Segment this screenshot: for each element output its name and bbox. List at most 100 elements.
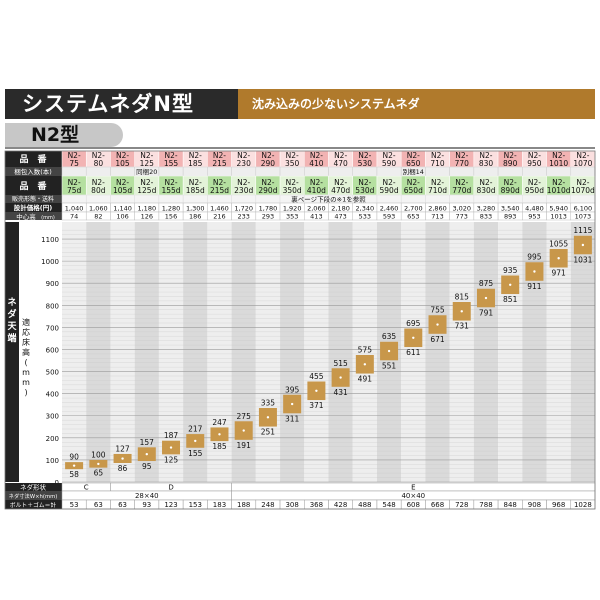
bolt-value: 488: [358, 501, 371, 509]
label-chushin: 中心高: [16, 212, 36, 221]
hanbai-cell: [570, 194, 596, 204]
product-code-num: 80: [94, 159, 104, 168]
chart-column: [473, 222, 499, 482]
konpo-cell: [425, 166, 450, 177]
center-value: 233: [237, 213, 249, 221]
label-chushin-unit: (mm): [41, 215, 55, 221]
hanbai-cell: [85, 194, 111, 204]
product-code-num: 105: [115, 159, 130, 168]
price-value: 1,040: [65, 205, 84, 213]
product-d-code-num: 80d: [91, 186, 106, 195]
center-value: 953: [528, 213, 540, 221]
konpo-cell: [255, 166, 281, 177]
product-code: N2-: [504, 151, 517, 160]
product-code-num: 530: [358, 159, 373, 168]
price-value: 2,340: [356, 205, 375, 213]
price-value: 1,300: [186, 205, 205, 213]
center-dot: [194, 439, 197, 443]
range-max-label: 100: [91, 450, 106, 459]
center-value: 1013: [550, 213, 567, 221]
chart-column: [255, 222, 281, 482]
chart-column: [86, 222, 111, 482]
hanbai-cell: [134, 194, 160, 204]
center-dot: [266, 416, 270, 419]
label-konpo: 梱包入数(本): [14, 167, 52, 176]
product-code-num: 830: [479, 159, 494, 168]
shape-label: E: [411, 484, 415, 492]
tekio-char: m: [22, 378, 30, 387]
bolt-value: 968: [552, 501, 565, 509]
price-value: 1,280: [162, 205, 181, 213]
center-value: 186: [189, 213, 201, 221]
product-code-num: 75: [69, 159, 79, 168]
price-value: 2,180: [331, 205, 350, 213]
label-cell-hanbai: [5, 195, 62, 203]
price-value: 1,180: [137, 205, 156, 213]
konpo-group2: 別梱14: [403, 167, 424, 176]
product-d-code-num: 185d: [186, 186, 205, 195]
label-cell-hinban: [5, 151, 62, 167]
range-min-label: 371: [309, 401, 324, 410]
range-max-label: 127: [115, 444, 130, 453]
center-dot: [533, 270, 536, 273]
konpo-cell: [497, 166, 523, 177]
product-d-code-num: 770d: [452, 186, 471, 195]
product-code-num: 1010: [549, 159, 568, 168]
label-hanbai: 販売形態・送料: [12, 195, 54, 203]
range-min-label: 86: [118, 464, 128, 473]
center-value: 833: [480, 213, 492, 221]
product-d-code-num: 830d: [476, 186, 495, 195]
product-d-code-num: 1070d: [571, 186, 595, 195]
hanbai-cell: [158, 194, 184, 204]
tekio-char: 適: [22, 317, 30, 327]
bolt-value: 63: [94, 501, 103, 509]
bolt-value: 668: [431, 501, 444, 509]
product-d-code-num: 410d: [307, 186, 326, 195]
center-dot: [363, 363, 367, 366]
product-d-code-num: 230d: [234, 186, 253, 195]
bolt-value: 93: [142, 501, 151, 509]
product-d-code: N2-: [334, 178, 347, 187]
product-d-code: N2-: [116, 178, 129, 187]
chart-column: [62, 222, 87, 482]
product-d-code-num: 290d: [258, 186, 277, 195]
price-value: 5,940: [549, 205, 568, 213]
center-value: 1073: [575, 213, 592, 221]
label-cell-konpo: [5, 167, 62, 176]
product-code-num: 590: [382, 159, 397, 168]
price-value: 2,700: [404, 205, 423, 213]
range-min-label: 65: [94, 469, 104, 478]
product-code: N2-: [164, 151, 177, 160]
center-dot: [339, 376, 342, 379]
chart-column: [328, 222, 353, 482]
product-d-code-num: 590d: [380, 186, 399, 195]
model-tab: N2型: [5, 123, 123, 147]
konpo-cell: [570, 166, 596, 177]
product-code-num: 410: [309, 159, 324, 168]
hanbai-cell: [61, 194, 87, 204]
center-dot: [315, 389, 318, 392]
hanbai-note: 裏ページ下段の※1を参照: [291, 195, 366, 204]
center-value: 353: [286, 213, 298, 221]
product-d-code: N2-: [213, 178, 226, 187]
range-max-label: 1055: [549, 239, 568, 248]
product-code: N2-: [383, 151, 396, 160]
konpo-group1: 同梱20: [136, 167, 157, 176]
product-d-code: N2-: [68, 178, 81, 187]
price-value: 1,140: [113, 205, 132, 213]
product-code-num: 710: [430, 159, 445, 168]
bolt-value: 1028: [574, 501, 592, 509]
neda-tenba-char: ダ: [7, 308, 16, 320]
konpo-cell: [231, 166, 257, 177]
konpo-cell: [207, 166, 232, 177]
range-max-label: 395: [285, 385, 300, 394]
product-code-num: 1070: [573, 159, 592, 168]
center-value: 893: [504, 213, 516, 221]
label-sunpo: ネダ寸法W×h(mm): [9, 492, 58, 500]
price-value: 2,460: [380, 205, 399, 213]
table-border: [4, 150, 596, 510]
price-value: 1,720: [234, 205, 253, 213]
range-max-label: 635: [382, 332, 397, 341]
tekio-char: 高: [22, 347, 30, 357]
